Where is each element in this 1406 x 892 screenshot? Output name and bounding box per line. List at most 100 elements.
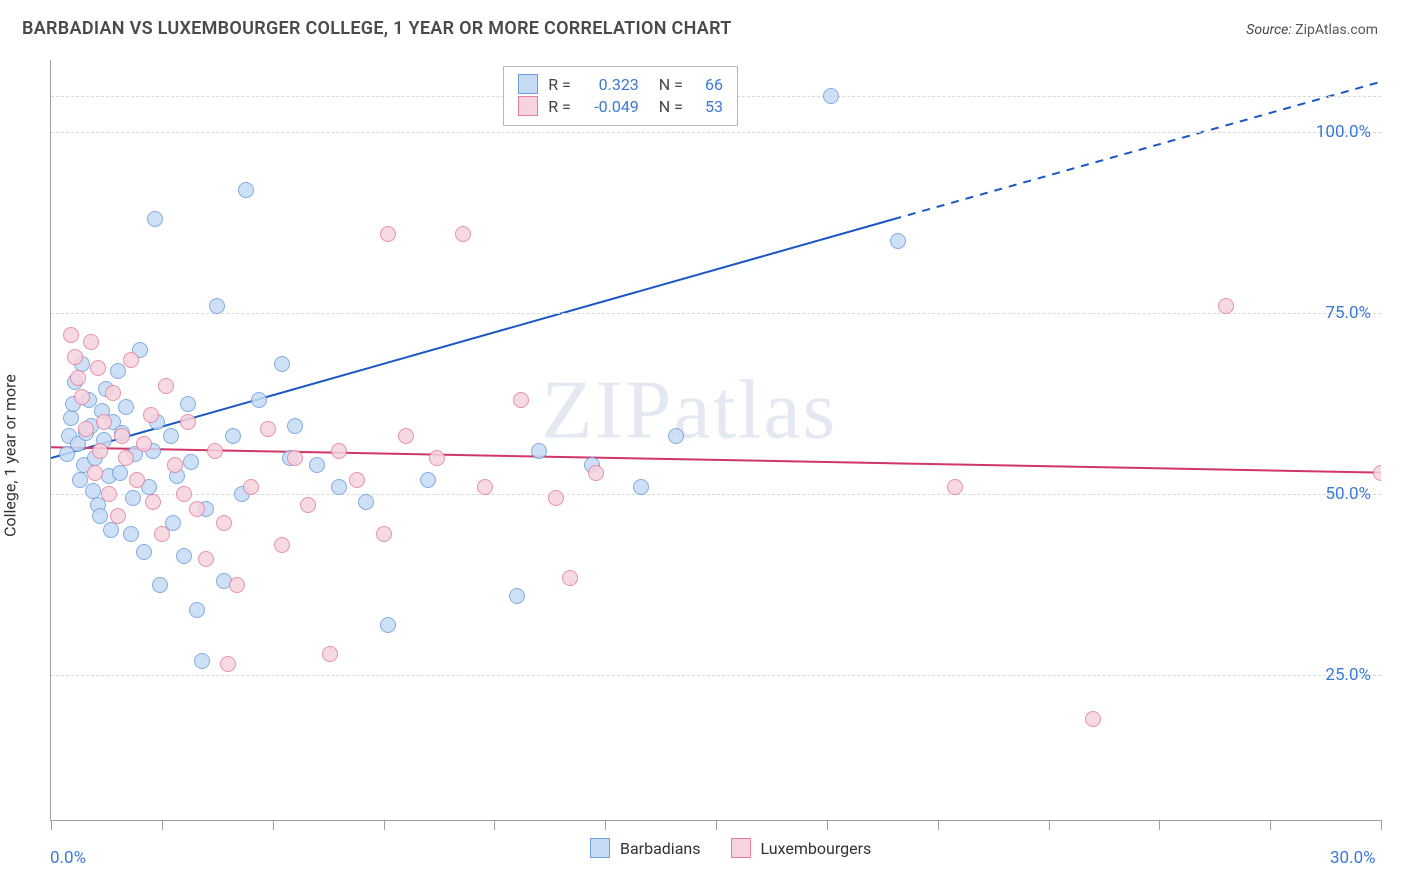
y-tick-label: 50.0% [1325,484,1371,504]
data-point [152,577,168,593]
data-point [118,450,134,466]
data-point [92,443,108,459]
data-point [83,334,99,350]
data-point [300,497,316,513]
data-point [260,421,276,437]
data-point [129,472,145,488]
data-point [455,226,471,242]
data-point [429,450,445,466]
x-tick [827,820,828,830]
x-tick [716,820,717,830]
gridline [51,675,1381,676]
x-tick [1159,820,1160,830]
data-point [194,653,210,669]
x-tick [938,820,939,830]
data-point [380,617,396,633]
data-point [101,486,117,502]
legend-r-value: 0.323 [581,75,639,94]
legend-n-label: N = [659,97,683,116]
data-point [477,479,493,495]
data-point [823,88,839,104]
data-point [216,515,232,531]
data-point [349,472,365,488]
x-tick [1270,820,1271,830]
legend-row: R =-0.049N =53 [518,95,723,117]
data-point [398,428,414,444]
data-point [890,233,906,249]
data-point [189,501,205,517]
data-point [87,465,103,481]
data-point [118,399,134,415]
x-axis-min-label: 0.0% [50,848,86,868]
data-point [287,450,303,466]
gridline [51,313,1381,314]
gridline [51,132,1381,133]
data-point [154,526,170,542]
legend-swatch [518,96,538,116]
data-point [376,526,392,542]
series-legend-item: Luxembourgers [731,838,872,858]
data-point [180,396,196,412]
data-point [1218,298,1234,314]
x-tick [384,820,385,830]
data-point [225,428,241,444]
x-tick [51,820,52,830]
data-point [143,407,159,423]
legend-n-value: 66 [693,75,723,94]
data-point [229,577,245,593]
legend-row: R =0.323N =66 [518,73,723,95]
data-point [548,490,564,506]
data-point [145,494,161,510]
legend-swatch [518,74,538,94]
y-tick-label: 25.0% [1325,665,1371,685]
x-tick [494,820,495,830]
legend-swatch [590,838,610,858]
data-point [180,414,196,430]
series-legend: Barbadians Luxembourgers [590,838,871,858]
data-point [70,370,86,386]
data-point [78,421,94,437]
data-point [189,602,205,618]
y-tick-label: 100.0% [1316,122,1371,142]
data-point [309,457,325,473]
legend-r-label: R = [548,97,571,116]
data-point [105,385,121,401]
data-point [420,472,436,488]
data-point [103,522,119,538]
data-point [136,436,152,452]
data-point [251,392,267,408]
data-point [114,428,130,444]
data-point [274,356,290,372]
data-point [136,544,152,560]
data-point [198,551,214,567]
trend-lines [51,60,1381,820]
data-point [74,389,90,405]
x-tick [162,820,163,830]
x-tick [605,820,606,830]
plot-area: ZIPatlas [51,60,1381,820]
data-point [96,414,112,430]
data-point [125,490,141,506]
y-axis-label: College, 1 year or more [1,374,20,537]
legend-n-value: 53 [693,97,723,116]
legend-n-label: N = [659,75,683,94]
data-point [183,454,199,470]
data-point [331,443,347,459]
scatter-plot: ZIPatlas R =0.323N =66R =-0.049N =53 25.… [50,60,1381,821]
series-name: Luxembourgers [761,839,872,858]
data-point [110,363,126,379]
data-point [110,508,126,524]
data-point [668,428,684,444]
data-point [67,349,83,365]
data-point [167,457,183,473]
x-tick [1381,820,1382,830]
data-point [123,352,139,368]
data-point [947,479,963,495]
series-legend-item: Barbadians [590,838,701,858]
data-point [588,465,604,481]
correlation-legend: R =0.323N =66R =-0.049N =53 [503,66,738,126]
data-point [243,479,259,495]
data-point [509,588,525,604]
source-label: Source: [1246,22,1291,38]
x-tick [1049,820,1050,830]
